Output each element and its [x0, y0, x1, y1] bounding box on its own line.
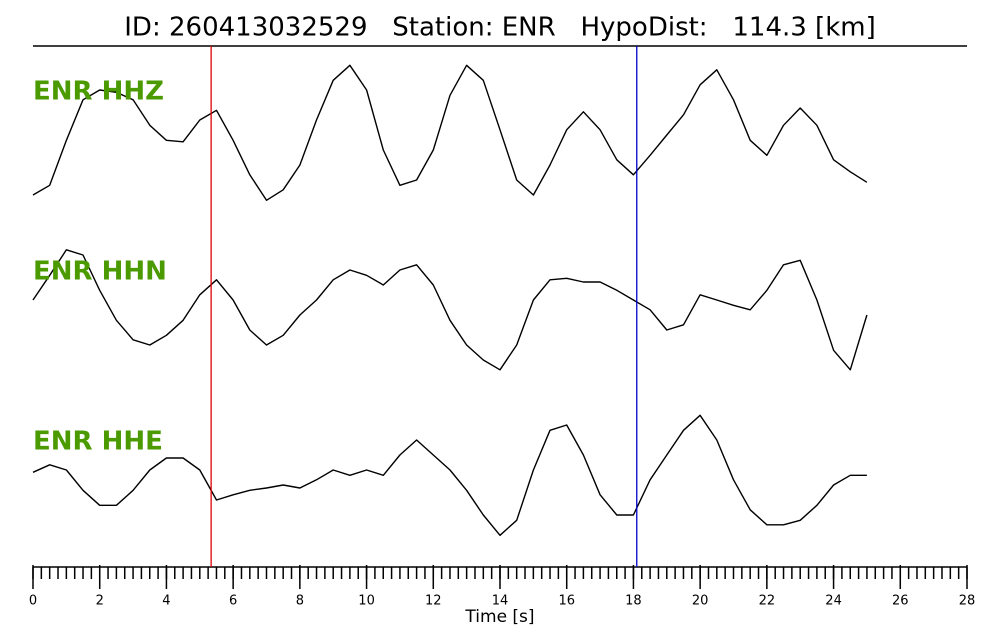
x-tick-label: 0	[29, 594, 37, 609]
x-tick-label: 20	[692, 594, 709, 609]
trace-label: ENR HHZ	[33, 77, 164, 107]
trace	[32, 64, 868, 201]
x-tick-label: 26	[892, 594, 909, 609]
chart-title: ID: 260413032529 Station: ENR HypoDist: …	[124, 13, 875, 43]
x-tick-label: 14	[492, 594, 509, 609]
x-tick-label: 16	[558, 594, 575, 609]
x-axis-label: Time [s]	[464, 607, 534, 627]
trace-label: ENR HHN	[33, 257, 167, 287]
x-tick-label: 4	[162, 594, 170, 609]
x-tick-label: 22	[759, 594, 776, 609]
x-tick-label: 6	[229, 594, 237, 609]
trace	[32, 414, 867, 536]
x-tick-label: 8	[296, 594, 304, 609]
x-tick-label: 24	[825, 594, 842, 609]
x-tick-label: 18	[625, 594, 642, 609]
trace	[32, 249, 868, 371]
x-tick-label: 28	[959, 594, 976, 609]
x-tick-label: 10	[358, 594, 375, 609]
x-tick-label: 12	[425, 594, 442, 609]
trace-label: ENR HHE	[33, 427, 163, 457]
x-tick-label: 2	[96, 594, 104, 609]
